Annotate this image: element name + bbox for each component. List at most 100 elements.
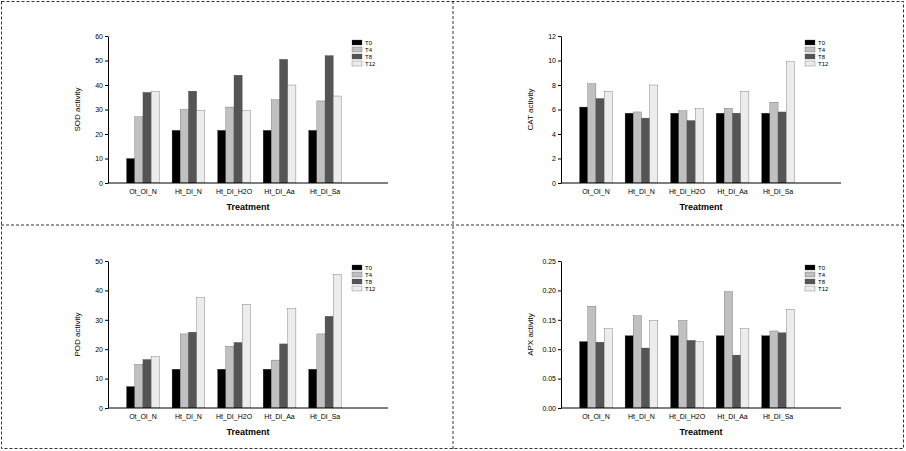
- tick-mark: [105, 261, 108, 262]
- legend-item: T12: [805, 61, 829, 67]
- tick: Ht_DI_Aa: [717, 413, 747, 421]
- tick-label: 12: [548, 33, 556, 40]
- bar: [325, 56, 333, 183]
- tick: Ot_OI_N: [582, 413, 610, 421]
- tick-label: 0.00: [542, 405, 556, 412]
- legend: T0T4T8T12: [352, 40, 376, 67]
- legend-label: T12: [365, 61, 376, 67]
- tick-label: 0.20: [542, 287, 556, 294]
- legend-swatch: [805, 286, 815, 291]
- tick: Ht_DI_Sa: [310, 188, 340, 196]
- x-axis-title: Treatment: [679, 427, 722, 437]
- legend: T0T4T8T12: [352, 265, 376, 292]
- bar: [242, 304, 250, 408]
- tick: Ht_DI_N: [175, 188, 202, 196]
- tick: Ht_DI_Sa: [763, 188, 793, 196]
- tick-label: 40: [95, 287, 103, 294]
- bar: [716, 113, 724, 183]
- tick-mark: [105, 408, 108, 409]
- tick-mark: [558, 61, 561, 62]
- bar: [641, 118, 649, 183]
- tick: Ht_DI_N: [628, 413, 655, 421]
- tick: Ht_DI_Sa: [763, 413, 793, 421]
- tick-mark: [558, 85, 561, 86]
- bar: [280, 344, 288, 408]
- bar: [234, 342, 242, 408]
- legend-item: T4: [352, 47, 373, 53]
- bar: [687, 340, 695, 408]
- legend-swatch: [352, 265, 362, 270]
- tick: 12: [548, 33, 561, 40]
- tick-mark: [105, 320, 108, 321]
- bar: [188, 91, 196, 183]
- tick-label: Ht_DI_N: [175, 188, 202, 196]
- tick-mark: [558, 261, 561, 262]
- tick-label: 0: [552, 180, 556, 187]
- legend-item: T4: [805, 272, 826, 278]
- tick-mark: [105, 85, 108, 86]
- tick-label: Ht_DI_Sa: [763, 413, 793, 421]
- legend-swatch: [352, 61, 362, 66]
- tick-label: 50: [95, 57, 103, 64]
- x-axis-title: Treatment: [679, 202, 722, 212]
- axis-line: [561, 408, 841, 409]
- tick-label: 0: [99, 405, 103, 412]
- bar: [724, 108, 732, 183]
- bar: [778, 112, 786, 183]
- tick-label: 6: [552, 106, 556, 113]
- legend-item: T8: [805, 279, 826, 285]
- bar: [333, 96, 341, 183]
- bar: [679, 111, 687, 183]
- bar-series: [135, 100, 325, 183]
- bar: [604, 329, 612, 408]
- legend-item: T8: [352, 54, 373, 60]
- axis-line: [561, 262, 562, 409]
- x-axis-title: Treatment: [226, 427, 269, 437]
- legend-swatch: [805, 272, 815, 277]
- bar: [218, 130, 226, 183]
- tick-label: 0.05: [542, 375, 556, 382]
- legend-label: T0: [365, 265, 373, 271]
- tick-label: Ht_DI_Sa: [310, 413, 340, 421]
- bar: [650, 85, 658, 183]
- legend: T0T4T8T12: [805, 40, 829, 67]
- y-axis-title: POD activity: [73, 312, 82, 356]
- legend-item: T8: [352, 279, 373, 285]
- tick-mark: [105, 379, 108, 380]
- legend-swatch: [805, 61, 815, 66]
- legend-item: T4: [805, 47, 826, 53]
- bar: [197, 111, 205, 183]
- tick-mark: [558, 320, 561, 321]
- bar: [143, 92, 151, 183]
- tick-mark: [105, 159, 108, 160]
- bar: [325, 316, 333, 408]
- legend-label: T8: [365, 54, 373, 60]
- legend-item: T8: [805, 54, 826, 60]
- legend-label: T12: [365, 286, 376, 292]
- bar: [288, 85, 296, 183]
- tick: Ht_DI_Aa: [264, 188, 294, 196]
- legend-label: T12: [818, 286, 829, 292]
- legend-label: T0: [818, 265, 826, 271]
- tick-mark: [558, 36, 561, 37]
- legend-swatch: [805, 265, 815, 270]
- bar-series: [588, 84, 778, 183]
- bar-series: [151, 85, 341, 183]
- bar: [317, 101, 325, 183]
- tick-mark: [105, 36, 108, 37]
- bar: [716, 336, 724, 408]
- bar: [197, 298, 205, 408]
- legend-label: T0: [818, 40, 826, 46]
- y-axis: 024681012: [548, 33, 561, 187]
- x-axis: Ot_OI_NHt_DI_NHt_DI_H2OHt_DI_AaHt_DI_Sa: [561, 183, 841, 196]
- tick-label: Ot_OI_N: [582, 188, 610, 196]
- tick-label: Ht_DI_H2O: [216, 413, 253, 421]
- tick-label: Ht_DI_Aa: [264, 413, 294, 421]
- tick: 20: [95, 346, 108, 353]
- tick: Ot_OI_N: [129, 413, 157, 421]
- bar-series: [151, 274, 341, 408]
- tick: 10: [95, 375, 108, 382]
- axis-line: [561, 183, 841, 184]
- tick-label: 20: [95, 346, 103, 353]
- bar: [596, 342, 604, 408]
